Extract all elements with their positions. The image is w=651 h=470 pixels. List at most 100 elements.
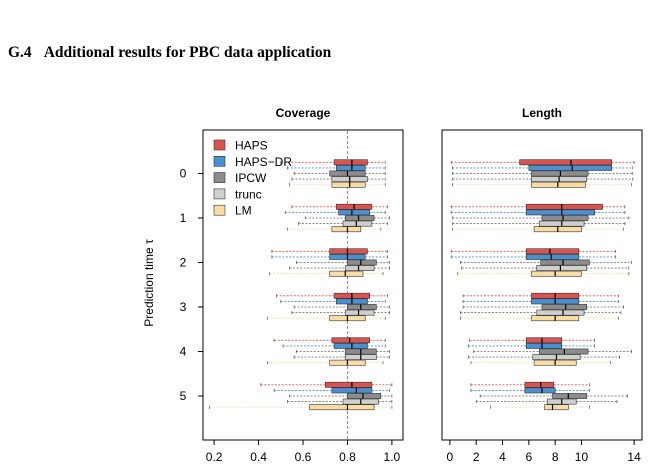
box-lm-tau-2 — [269, 270, 384, 277]
legend-label-ipcw: IPCW — [235, 171, 267, 185]
box-lm-tau-1 — [287, 226, 382, 233]
box-body — [540, 259, 590, 266]
y-tick-label: 0 — [180, 167, 187, 181]
box-body — [519, 159, 613, 166]
box-body — [331, 181, 366, 188]
x-tick-label: 14 — [627, 450, 641, 464]
x-tick-label: 4 — [499, 450, 506, 464]
box-haps-tau-5 — [260, 381, 393, 388]
box-body — [333, 159, 368, 166]
box-haps-dr-tau-1 — [284, 209, 386, 216]
legend-label-trunc: trunc — [235, 187, 262, 201]
box-haps-tau-1 — [291, 203, 388, 210]
box-haps-tau-1 — [450, 203, 626, 210]
box-body — [539, 348, 589, 355]
panel-title: Length — [522, 106, 562, 120]
box-body — [331, 387, 373, 394]
box-body — [342, 220, 373, 227]
x-tick-label: 0.6 — [295, 450, 312, 464]
x-tick-label: 2 — [473, 450, 480, 464]
box-body — [329, 270, 364, 277]
box-haps-dr-tau-1 — [450, 209, 626, 216]
legend-swatch-trunc — [213, 188, 226, 200]
box-haps-tau-4 — [469, 337, 595, 344]
box-haps-tau-4 — [273, 337, 386, 344]
box-trunc-tau-4 — [467, 354, 620, 360]
box-body — [528, 165, 613, 171]
box-haps-dr-tau-4 — [467, 342, 595, 349]
x-tick-label: 6 — [525, 450, 532, 464]
box-haps-dr-tau-0 — [452, 165, 634, 171]
box-body — [544, 404, 569, 411]
box-body — [536, 265, 588, 271]
x-tick-label: 8 — [552, 450, 559, 464]
coverage-panel: Coverage 0.2 0.4 0.6 0.8 1.0 0 1 2 3 4 5 HAPS HAPS−DR… — [180, 106, 404, 464]
box-body — [525, 203, 603, 210]
box-body — [525, 342, 563, 349]
box-trunc-tau-4 — [293, 354, 391, 360]
y-tick-label: 5 — [180, 389, 187, 403]
box-lm-tau-3 — [460, 315, 619, 322]
length-panel: Length 0 2 4 6 8 10 14 — [441, 106, 643, 464]
box-lm-tau-5 — [209, 404, 393, 411]
box-body — [525, 248, 580, 255]
box-trunc-tau-1 — [298, 220, 388, 227]
box-haps-dr-tau-4 — [282, 342, 386, 349]
box-body — [338, 209, 370, 216]
y-tick-label: 1 — [180, 211, 187, 225]
x-tick-label: 1.0 — [384, 450, 401, 464]
box-body — [531, 170, 589, 177]
box-ipcw-tau-5 — [289, 393, 393, 399]
box-body — [333, 342, 368, 349]
box-haps-dr-tau-5 — [470, 387, 590, 394]
box-trunc-tau-0 — [452, 176, 634, 182]
box-body — [347, 393, 382, 399]
box-body — [309, 404, 375, 411]
box-body — [552, 393, 588, 399]
box-haps-dr-tau-2 — [271, 254, 388, 260]
legend: HAPS HAPS−DR IPCW trunc LM — [213, 139, 292, 218]
box-trunc-tau-2 — [461, 265, 630, 271]
box-body — [525, 337, 563, 344]
box-ipcw-tau-1 — [452, 215, 630, 221]
y-tick-label: 3 — [180, 300, 187, 314]
y-tick-label: 4 — [180, 345, 187, 359]
box-body — [524, 387, 556, 394]
box-lm-tau-0 — [289, 181, 386, 188]
box-body — [329, 248, 368, 255]
section-heading: G.4 Additional results for PBC data appli… — [8, 44, 331, 62]
box-lm-tau-4 — [267, 359, 384, 366]
panel-title: Coverage — [276, 106, 331, 120]
box-ipcw-tau-2 — [295, 259, 391, 266]
box-trunc-tau-2 — [289, 265, 391, 271]
box-haps-dr-tau-0 — [287, 165, 386, 171]
box-lm-tau-4 — [470, 359, 611, 366]
box-haps-dr-tau-2 — [450, 254, 617, 260]
box-trunc-tau-3 — [460, 309, 622, 316]
box-lm-tau-2 — [457, 270, 630, 277]
box-haps-dr-tau-3 — [462, 298, 619, 305]
box-lm-tau-3 — [267, 315, 386, 322]
box-body — [344, 309, 375, 316]
box-body — [331, 226, 362, 233]
legend-swatch-ipcw — [213, 172, 226, 183]
box-body — [344, 215, 375, 221]
box-lm-tau-1 — [452, 226, 624, 233]
box-ipcw-tau-2 — [460, 259, 632, 266]
section-title: Additional results for PBC data applicat… — [43, 44, 332, 61]
box-body — [531, 270, 582, 277]
legend-swatch-haps-dr — [213, 156, 226, 167]
legend-label-haps: HAPS — [235, 139, 268, 153]
box-haps-tau-2 — [450, 248, 617, 255]
box-haps-tau-2 — [271, 248, 388, 255]
box-haps-dr-tau-5 — [273, 387, 391, 394]
x-tick-label: 0.8 — [339, 450, 356, 464]
box-body — [347, 304, 377, 310]
box-ipcw-tau-0 — [293, 170, 386, 177]
legend-swatch-lm — [213, 204, 226, 216]
box-body — [524, 381, 555, 388]
box-ipcw-tau-4 — [473, 348, 632, 355]
box-haps-tau-0 — [280, 159, 386, 166]
box-ipcw-tau-4 — [295, 348, 391, 355]
